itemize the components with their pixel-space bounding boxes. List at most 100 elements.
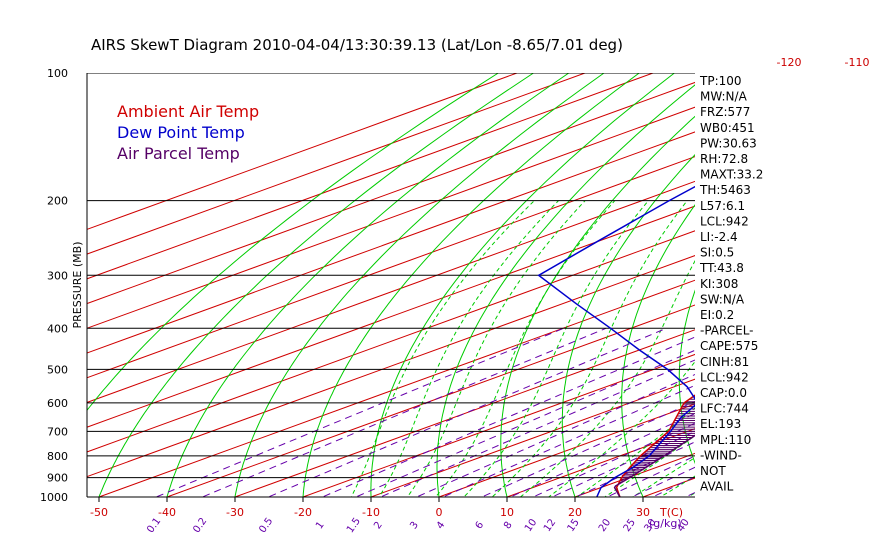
index-value: TP:100 (699, 74, 742, 88)
mixing-ratio-label: 8 (502, 520, 515, 532)
index-value: TT:43.8 (699, 261, 744, 275)
pressure-tick-label: 1000 (40, 491, 68, 504)
isotherm-line (98, 279, 695, 497)
dry-adiabat-line (370, 73, 675, 497)
mixing-ratio-label: 0.2 (191, 516, 209, 535)
mixing-ratio-label: 0.5 (257, 516, 275, 535)
bottom-temp-tick-label: -30 (226, 506, 244, 519)
pressure-tick-label: 600 (47, 397, 68, 410)
mixing-ratio-label: 12 (542, 517, 558, 534)
index-value: CAPE:575 (700, 339, 758, 353)
parcel-temp-line (613, 434, 695, 497)
isotherm-line (87, 73, 586, 255)
index-value: PW:30.63 (700, 136, 757, 150)
bottom-temp-tick-label: -50 (90, 506, 108, 519)
isotherm-line (87, 73, 654, 280)
mixing-ratio-label: 15 (566, 517, 582, 534)
top-temp-tick-label: -120 (777, 56, 802, 69)
bottom-temperature-axis: -50 -40 -30 -20 -10 0 10 20 30 (90, 497, 650, 519)
background-grid (87, 73, 870, 506)
pressure-tick-label: 300 (47, 269, 68, 282)
moist-adiabat-line (463, 200, 649, 497)
plot-frame (86, 73, 695, 498)
moist-adiabat-line (547, 360, 695, 497)
dry-adiabat-line (436, 84, 695, 497)
chart-title: AIRS SkewT Diagram 2010-04-04/13:30:39.1… (91, 36, 623, 54)
bottom-temp-tick-label: 0 (436, 506, 443, 519)
index-value: LFC:744 (700, 402, 749, 416)
isotherm-line (87, 230, 695, 453)
index-value: LCL:942 (700, 370, 749, 384)
mixing-ratio-line (509, 413, 695, 497)
bottom-temp-tick-label: 30 (636, 506, 650, 519)
mixing-ratio-line (321, 336, 695, 497)
dry-adiabat-line (98, 73, 534, 497)
moist-adiabat-line (434, 200, 616, 497)
isotherm-line (234, 329, 695, 497)
top-temperature-axis: -120-110-100-90-80-70-60-50-40 (777, 56, 870, 69)
mixing-ratio-label: 1.5 (345, 516, 363, 535)
isotherm-line (370, 378, 695, 497)
mixing-ratio-line (684, 491, 695, 497)
dew-point-line (537, 185, 695, 497)
index-value: AVAIL (700, 480, 734, 494)
pressure-tick-label: 700 (47, 425, 68, 438)
mixing-ratio-label: 10 (523, 517, 539, 534)
index-value: CINH:81 (700, 355, 749, 369)
isotherm-line (438, 403, 695, 497)
pressure-tick-label: 900 (47, 472, 68, 485)
legend-entry: Ambient Air Temp (117, 102, 259, 121)
index-value: KI:308 (700, 277, 738, 291)
moist-adiabat-line (519, 259, 695, 497)
index-value: RH:72.8 (700, 152, 748, 166)
dry-adiabat-line (234, 73, 605, 497)
isotherm-line (87, 106, 695, 329)
isotherm-line (87, 180, 695, 403)
moist-adiabat-line (378, 200, 559, 497)
dry-adiabat-line (500, 115, 695, 497)
dry-adiabat-line (87, 73, 499, 412)
index-value: SW:N/A (700, 292, 745, 306)
mixing-ratio-line (379, 359, 695, 497)
mixing-ratio-line (415, 373, 695, 497)
dry-adiabat-line (789, 73, 870, 506)
bottom-temp-tick-label: 20 (568, 506, 582, 519)
mixing-ratio-line (354, 349, 695, 497)
index-value: MPL:110 (700, 433, 751, 447)
pressure-tick-label: 400 (47, 322, 68, 335)
mixing-ratio-label: 4 (435, 520, 448, 532)
top-temp-tick-label: -110 (845, 56, 870, 69)
dry-adiabat-line (678, 289, 695, 465)
isotherm-line (87, 131, 695, 354)
bottom-temp-tick-label: -40 (158, 506, 176, 519)
isotherm-line (87, 73, 518, 230)
ambient-temp-line (615, 394, 695, 497)
isotherm-line (166, 304, 695, 497)
pressure-tick-label: 100 (47, 67, 68, 80)
moist-adiabat-line (350, 200, 535, 497)
bottom-temp-tick-label: -10 (362, 506, 380, 519)
moist-adiabat-line (631, 456, 695, 497)
mixing-ratio-line (201, 327, 607, 497)
pressure-axis: 100 200 300 400 500 600 700 800 900 1000 (40, 67, 68, 504)
index-value: LI:-2.4 (700, 230, 738, 244)
index-value: TH:5463 (699, 183, 751, 197)
profile-lines (537, 185, 695, 497)
mixing-ratio-label: 20 (597, 517, 613, 534)
dry-adiabat-line (561, 153, 695, 497)
index-value: -WIND- (700, 448, 742, 462)
mixing-ratio-line (267, 327, 667, 497)
mixing-ratio-label: 1 (314, 520, 327, 532)
isotherm-line (302, 353, 695, 497)
dry-adiabat-line (621, 204, 695, 497)
index-value: CAP:0.0 (700, 386, 747, 400)
bottom-temp-tick-label: -20 (294, 506, 312, 519)
index-value: FRZ:577 (700, 105, 750, 119)
index-value: MW:N/A (700, 90, 748, 104)
y-axis-label: PRESSURE (MB) (71, 242, 84, 329)
mixing-ratio-line (154, 327, 564, 497)
legend-entry: Dew Point Temp (117, 123, 245, 142)
pressure-tick-label: 800 (47, 450, 68, 463)
mixing-ratio-line (480, 400, 695, 497)
